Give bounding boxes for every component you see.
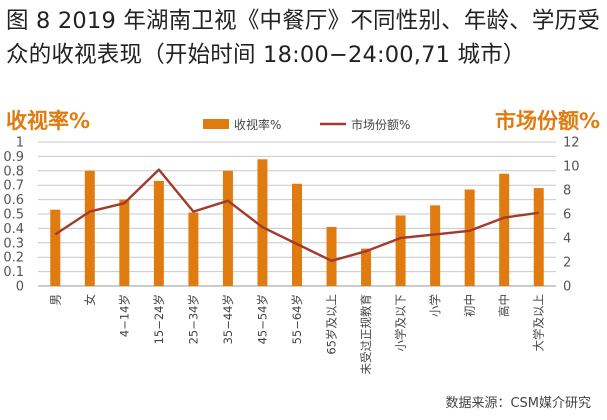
y-tick-label: 0.8	[3, 164, 24, 179]
bar-4	[153, 180, 164, 286]
y-tick-label: 0	[16, 280, 24, 295]
y-tick-label: 0.7	[3, 179, 24, 194]
category-label: 男	[48, 294, 62, 306]
share-line-path	[54, 168, 539, 262]
category-label: 小学	[428, 294, 442, 317]
y2-tick-label: 8	[563, 184, 571, 199]
y2-tick-label: 2	[563, 256, 571, 271]
bars	[50, 159, 544, 286]
category-label: 35−44岁	[221, 294, 235, 344]
legend-bar-swatch	[203, 119, 229, 129]
share-line	[54, 168, 539, 262]
y-axis-label: 收视率%	[6, 109, 90, 133]
y2-tick-label: 10	[563, 160, 580, 175]
bar-15	[533, 188, 544, 286]
category-label: 55−64岁	[290, 294, 304, 344]
chart-title: 图 8 2019 年湖南卫视《中餐厅》不同性别、年龄、学历受众的收视表现（开始时…	[6, 8, 601, 68]
bar-14	[499, 173, 510, 286]
bar-8	[292, 183, 302, 286]
category-label: 未受过正规教育	[359, 294, 373, 375]
category-label: 15−24岁	[152, 294, 166, 344]
y-tick-label: 0.6	[3, 193, 24, 208]
y-tick-label: 0.4	[3, 222, 24, 237]
y-tick-label: 0.9	[3, 150, 24, 165]
y2-tick-label: 12	[563, 136, 580, 151]
y2-tick-label: 6	[563, 208, 571, 223]
bar-13	[464, 189, 475, 286]
category-label: 65岁及以上	[325, 294, 339, 355]
bar-1	[50, 209, 61, 286]
bar-3	[119, 199, 130, 286]
y2-axis-label: 市场份额%	[495, 109, 600, 133]
category-label: 45−54岁	[255, 294, 269, 344]
bar-5	[188, 212, 199, 286]
bar-7	[257, 159, 268, 286]
category-label: 25−34岁	[186, 294, 200, 344]
category-label: 初中	[463, 294, 477, 317]
category-label: 大学及以上	[532, 294, 546, 352]
legend-bar-label: 收视率%	[234, 117, 281, 132]
bar-11	[395, 215, 406, 286]
category-label: 小学及以下	[394, 294, 408, 352]
y-tick-label: 0.3	[3, 236, 24, 251]
source-note: 数据来源：CSM媒介研究	[445, 396, 591, 411]
y2-tick-label: 4	[563, 232, 571, 247]
bar-2	[84, 170, 95, 286]
y-tick-label: 0.5	[3, 208, 24, 223]
legend-line-label: 市场份额%	[351, 117, 410, 132]
category-labels: 男 女 4−14岁 15−24岁 25−34岁 35−44岁 45−54岁 55−64岁 65岁…	[48, 294, 545, 375]
legend: 收视率% 市场份额%	[203, 117, 410, 132]
y2-tick-label: 0	[563, 280, 571, 295]
category-label: 高中	[497, 294, 511, 317]
bar-10	[361, 248, 372, 286]
y-tick-label: 0.1	[3, 265, 24, 280]
bar-6	[222, 170, 233, 286]
bar-12	[430, 205, 441, 286]
y-tick-label: 0.2	[3, 251, 24, 266]
category-label: 女	[83, 294, 97, 306]
category-label: 4−14岁	[117, 294, 131, 337]
bar-9	[326, 226, 337, 286]
y-tick-label: 1	[16, 136, 24, 151]
